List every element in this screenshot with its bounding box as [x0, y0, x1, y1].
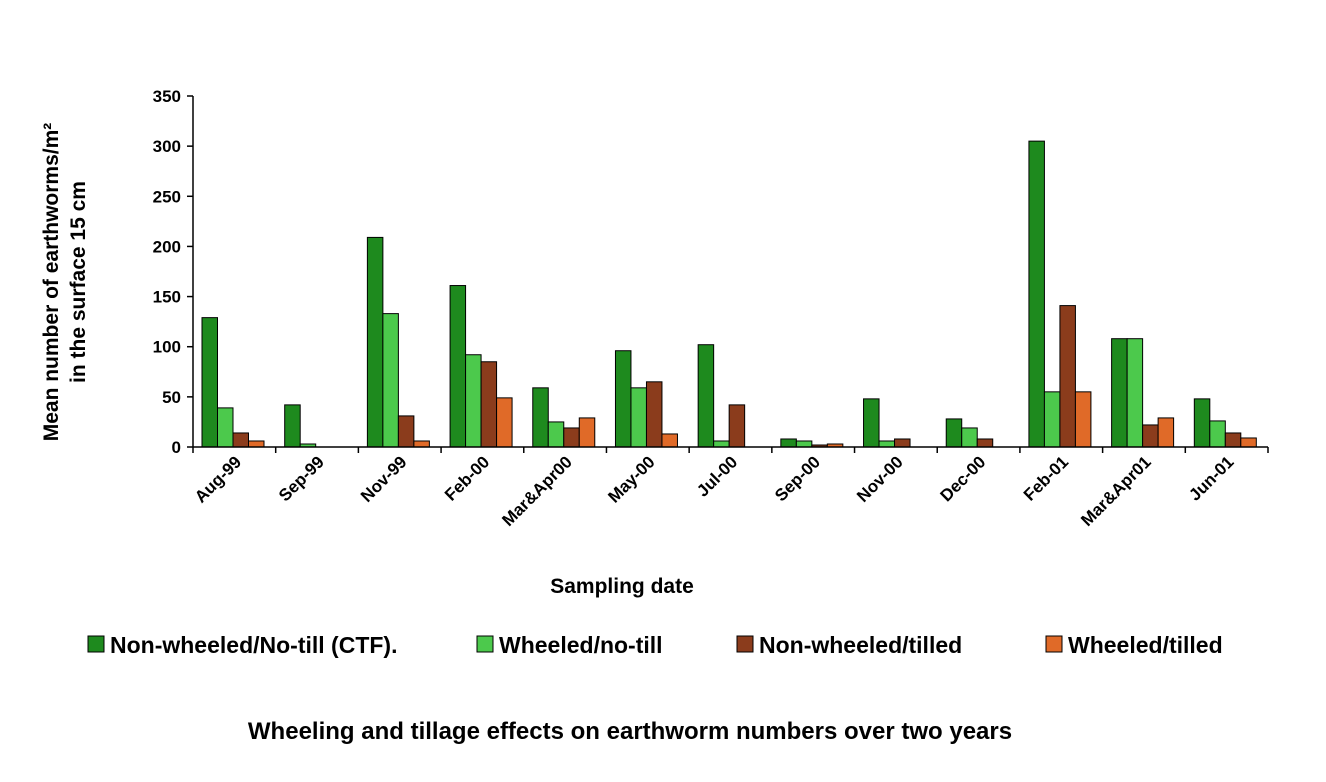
- x-tick-label: Sep-99: [275, 452, 328, 505]
- y-tick-label: 250: [153, 187, 181, 206]
- y-axis-title-line1: Mean number of earthworms/m²: [40, 123, 63, 442]
- bar-s1-c4: [547, 421, 565, 448]
- bar-s2-c6: [728, 404, 746, 448]
- bar-s0-c8: [863, 398, 880, 448]
- x-tick-label: Sep-00: [771, 452, 824, 505]
- bar-s3-c5: [661, 433, 678, 448]
- y-tick-label: 0: [172, 438, 181, 457]
- y-tick-label: 300: [153, 137, 181, 156]
- bar-s2-c2: [397, 415, 415, 448]
- x-axis-title: Sampling date: [550, 575, 694, 598]
- bar-s2-c10: [1059, 305, 1076, 448]
- bar-s1-c8: [878, 440, 896, 448]
- legend-swatch: [736, 635, 754, 653]
- x-tick-label: Nov-99: [357, 452, 411, 506]
- bar-s1-c11: [1126, 338, 1144, 448]
- bar-s2-c0: [232, 432, 249, 448]
- bar-s3-c3: [496, 397, 513, 448]
- bar-s0-c3: [449, 285, 467, 448]
- bar-s1-c2: [382, 313, 399, 448]
- x-tick-label: Jun-01: [1185, 452, 1237, 504]
- bar-s2-c11: [1142, 424, 1159, 448]
- bar-s0-c11: [1111, 338, 1128, 448]
- bar-s0-c7: [780, 438, 797, 448]
- y-tick-label: 150: [153, 288, 181, 307]
- bar-s3-c12: [1240, 437, 1257, 448]
- x-tick-label: Dec-00: [937, 452, 990, 505]
- bar-s2-c4: [563, 427, 580, 448]
- x-tick-label: Jul-00: [693, 452, 741, 500]
- bar-s3-c0: [248, 440, 265, 448]
- legend-label: Wheeled/no-till: [499, 632, 663, 658]
- bar-s1-c6: [713, 440, 730, 448]
- bar-s2-c3: [480, 361, 498, 448]
- bar-s1-c0: [217, 407, 234, 448]
- x-tick-label: Feb-01: [1020, 452, 1072, 504]
- bar-s3-c4: [578, 417, 596, 448]
- y-axis-title-line2: in the surface 15 cm: [67, 181, 90, 383]
- bar-s0-c5: [614, 350, 632, 448]
- x-ticks-group: Aug-99 Sep-99 Nov-99 Feb-00 Mar&Apr00 May-00 J…: [191, 447, 1269, 530]
- x-tick-label: Mar&Apr00: [498, 452, 576, 530]
- legend-label: Non-wheeled/No-till (CTF).: [110, 632, 397, 658]
- bar-s0-c6: [697, 344, 715, 448]
- legend-swatch: [87, 635, 105, 653]
- bar-s1-c9: [961, 427, 978, 448]
- bar-s1-c12: [1209, 420, 1226, 448]
- legend-swatch: [476, 635, 494, 653]
- bar-s2-c9: [976, 438, 994, 448]
- figure-caption: Wheeling and tillage effects on earthwor…: [248, 718, 1012, 745]
- bar-s0-c10: [1028, 140, 1045, 448]
- bar-s2-c5: [645, 381, 663, 448]
- bar-s1-c10: [1043, 391, 1061, 448]
- axes-group: [192, 96, 1268, 448]
- bar-s1-c3: [465, 354, 482, 448]
- x-tick-label: Nov-00: [853, 452, 907, 506]
- x-tick-label: Feb-00: [441, 452, 493, 504]
- bar-s0-c12: [1193, 398, 1211, 448]
- legend-label: Wheeled/tilled: [1068, 632, 1223, 658]
- y-tick-label: 350: [153, 87, 181, 106]
- bar-s3-c10: [1074, 391, 1092, 448]
- bar-s0-c9: [945, 418, 963, 448]
- bar-s0-c2: [366, 236, 384, 448]
- bar-s2-c12: [1224, 432, 1242, 448]
- bar-s1-c5: [630, 387, 647, 448]
- bar-s0-c0: [201, 317, 218, 448]
- y-tick-label: 100: [153, 338, 181, 357]
- bar-s3-c11: [1157, 417, 1175, 448]
- x-tick-label: Aug-99: [191, 452, 245, 506]
- legend-label: Non-wheeled/tilled: [759, 632, 962, 658]
- y-ticks-group: 0 50 100 150 200 250 300 350: [153, 87, 193, 457]
- bar-s2-c8: [894, 438, 911, 448]
- bars-group: [201, 140, 1257, 448]
- bar-s3-c2: [413, 440, 430, 448]
- bar-s0-c4: [532, 387, 549, 448]
- y-tick-label: 50: [162, 388, 181, 407]
- x-tick-label: May-00: [604, 452, 658, 506]
- legend: Non-wheeled/No-till (CTF). Wheeled/no-til…: [87, 632, 1223, 658]
- y-tick-label: 200: [153, 237, 181, 256]
- x-tick-label: Mar&Apr01: [1077, 452, 1155, 530]
- bar-s1-c7: [795, 440, 813, 448]
- legend-swatch: [1045, 635, 1063, 653]
- bar-s0-c1: [284, 404, 301, 448]
